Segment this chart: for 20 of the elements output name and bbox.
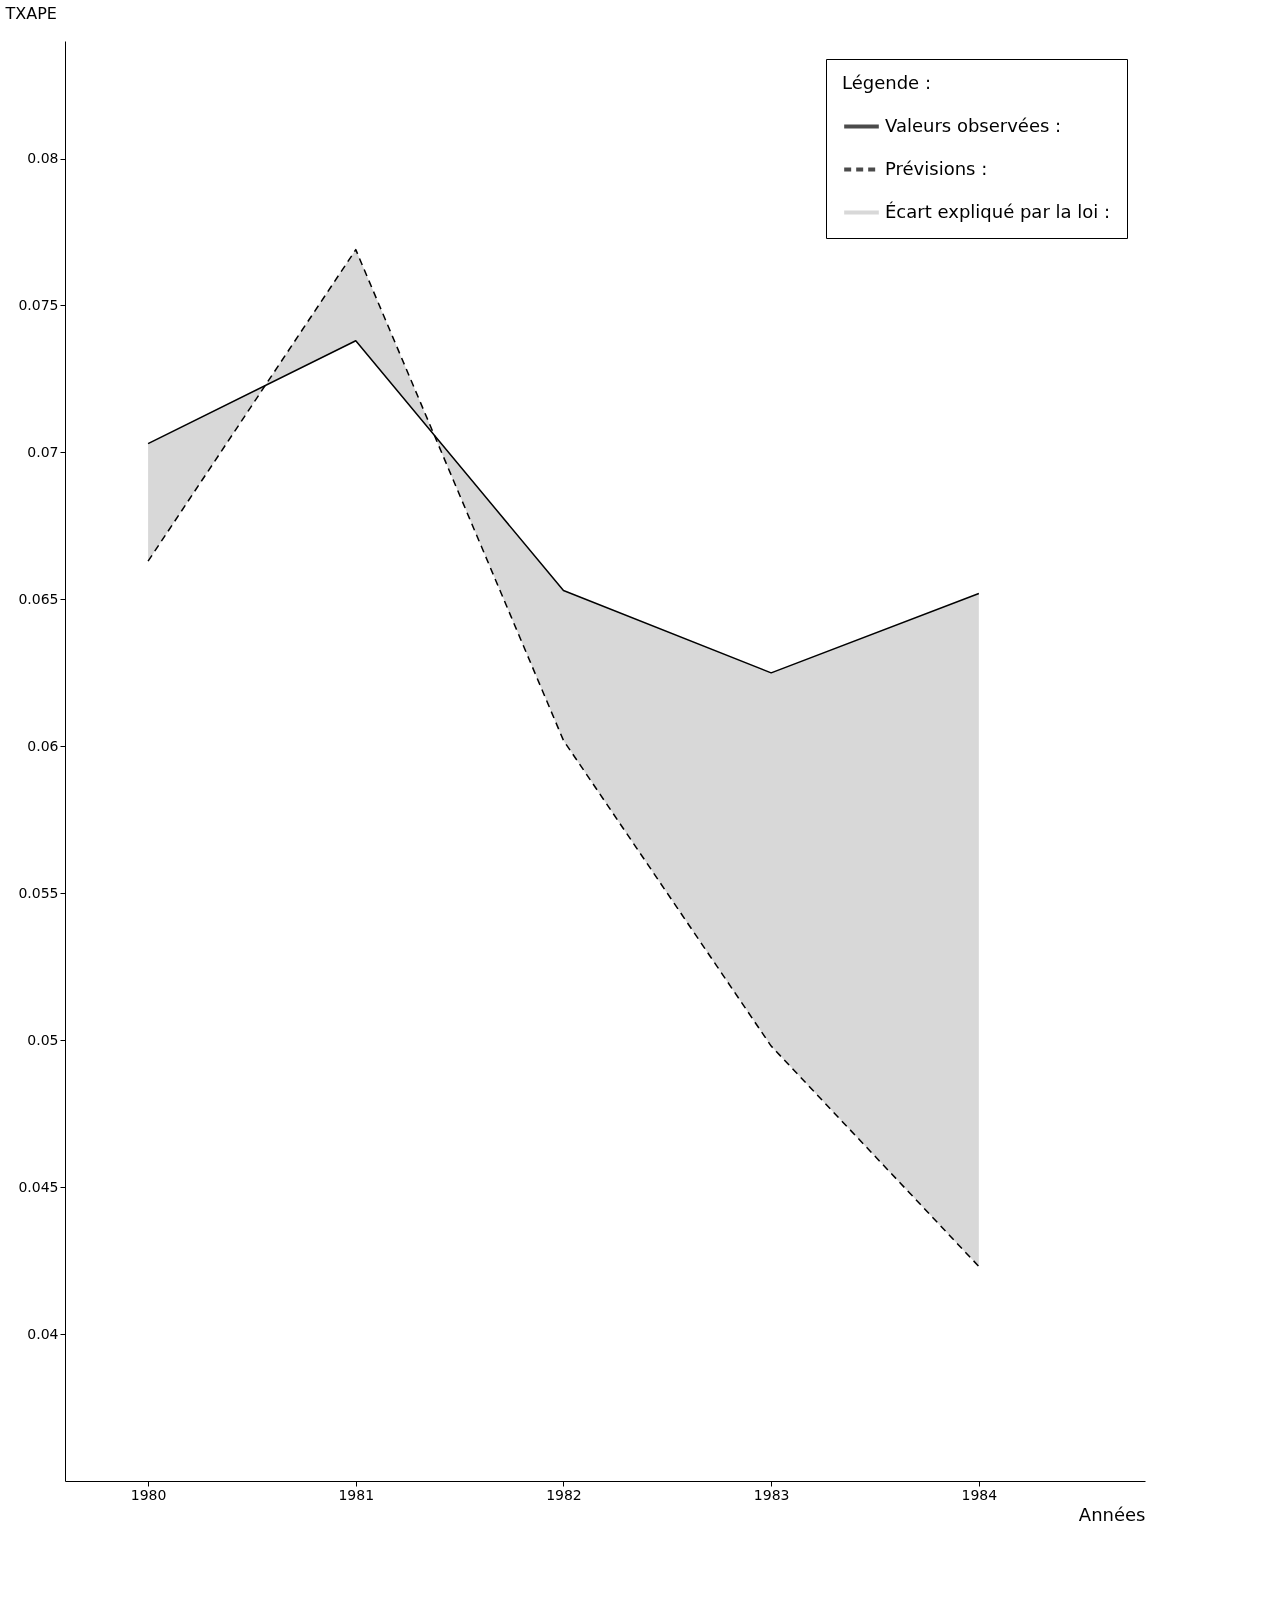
y-axis-title: TXAPE: [4, 3, 57, 23]
y-tick-label: 0.04: [27, 1325, 59, 1342]
x-tick-label: 1981: [338, 1486, 375, 1503]
y-tick-label: 0.07: [27, 443, 59, 460]
legend-title: Légende :: [842, 72, 931, 93]
x-tick-label: 1980: [130, 1486, 167, 1503]
y-tick-label: 0.05: [27, 1031, 59, 1048]
y-tick-label: 0.065: [18, 590, 59, 607]
x-tick-label: 1983: [753, 1486, 790, 1503]
x-axis-title: Années: [1078, 1503, 1146, 1525]
x-tick-label: 1984: [961, 1486, 998, 1503]
y-tick-label: 0.08: [27, 150, 59, 167]
legend-label: Valeurs observées :: [885, 114, 1062, 136]
annotation: Écart expliqué par la loi :: [885, 200, 1111, 222]
y-tick-label: 0.045: [18, 1178, 59, 1195]
x-tick-label: 1982: [546, 1486, 582, 1503]
legend-label: Prévisions :: [885, 157, 988, 179]
y-tick-label: 0.075: [18, 296, 59, 313]
y-tick-label: 0.055: [18, 884, 59, 901]
y-tick-label: 0.06: [27, 737, 59, 754]
